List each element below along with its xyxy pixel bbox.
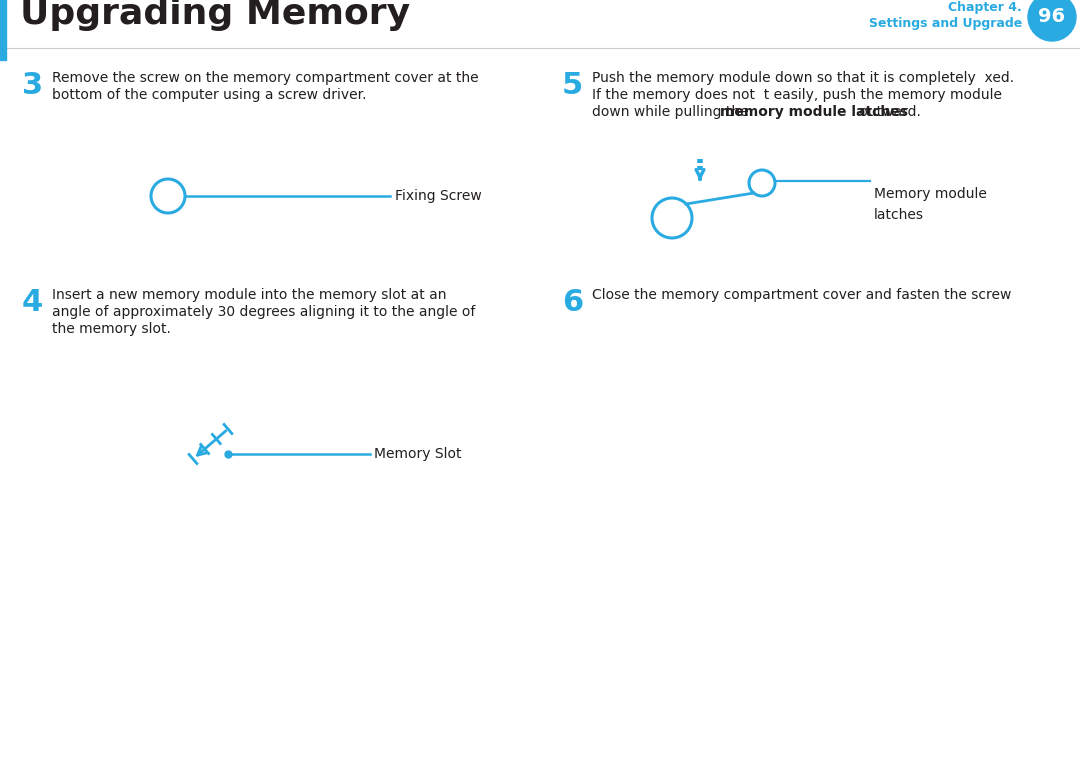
Text: bottom of the computer using a screw driver.: bottom of the computer using a screw dri… bbox=[52, 88, 366, 102]
Text: down while pulling the: down while pulling the bbox=[592, 105, 753, 119]
Text: memory module latches: memory module latches bbox=[720, 105, 908, 119]
Text: If the memory does not  t easily, push the memory module: If the memory does not t easily, push th… bbox=[592, 88, 1002, 102]
Text: angle of approximately 30 degrees aligning it to the angle of: angle of approximately 30 degrees aligni… bbox=[52, 305, 475, 319]
Text: 96: 96 bbox=[1039, 8, 1066, 27]
Text: Push the memory module down so that it is completely  xed.: Push the memory module down so that it i… bbox=[592, 71, 1014, 85]
Circle shape bbox=[1028, 0, 1076, 41]
Text: the memory slot.: the memory slot. bbox=[52, 322, 171, 336]
Text: Upgrading Memory: Upgrading Memory bbox=[21, 0, 410, 31]
Text: Chapter 4.: Chapter 4. bbox=[948, 2, 1022, 15]
Text: Settings and Upgrade: Settings and Upgrade bbox=[868, 18, 1022, 31]
Text: 6: 6 bbox=[562, 288, 583, 317]
Text: Close the memory compartment cover and fasten the screw: Close the memory compartment cover and f… bbox=[592, 288, 1011, 302]
Text: Memory module
latches: Memory module latches bbox=[874, 187, 987, 221]
Text: 3: 3 bbox=[22, 71, 43, 100]
Text: Remove the screw on the memory compartment cover at the: Remove the screw on the memory compartme… bbox=[52, 71, 478, 85]
Text: outward.: outward. bbox=[854, 105, 920, 119]
Text: Memory Slot: Memory Slot bbox=[374, 447, 461, 461]
Text: 4: 4 bbox=[22, 288, 43, 317]
Bar bbox=[0, 0, 6, 60]
Text: Fixing Screw: Fixing Screw bbox=[395, 189, 482, 203]
Text: 5: 5 bbox=[562, 71, 583, 100]
Text: Insert a new memory module into the memory slot at an: Insert a new memory module into the memo… bbox=[52, 288, 446, 302]
